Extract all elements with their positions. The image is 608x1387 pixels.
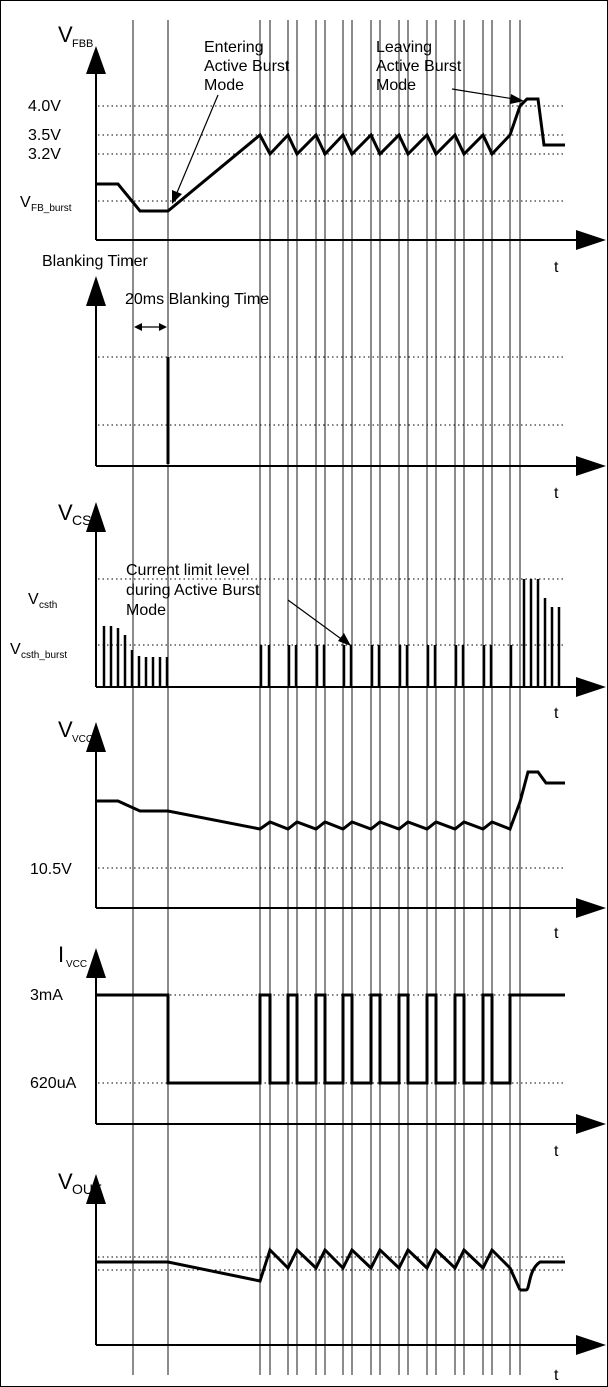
vcs-t-label: t [554, 705, 559, 722]
vfbb-x-arrow [576, 230, 606, 250]
vfbb-y-arrow [86, 46, 106, 74]
vout-axis-label: V [58, 1169, 73, 1194]
ivcc-level-620ua: 620uA [30, 1075, 77, 1092]
ivcc-t-label: t [554, 1143, 559, 1160]
vvcc-x-arrow [576, 898, 606, 918]
vfbb-t-label: t [554, 259, 559, 276]
vcsth-burst-sub: csth_burst [21, 650, 67, 661]
vcs-x-arrow [576, 677, 606, 697]
vvcc-axis-label: V [58, 717, 73, 742]
vcsth-sub: csth [39, 600, 57, 611]
vfb-burst-label: V [20, 194, 31, 211]
ivcc-axis-sub: VCC [66, 959, 87, 970]
blanking-axis-label: Blanking Timer [42, 253, 148, 270]
vfbb-level-3-5v: 3.5V [28, 127, 61, 144]
vcs-annotation-3: Mode [126, 602, 166, 619]
ivcc-axis-label: I [58, 942, 64, 967]
blanking-time-label: 20ms Blanking Time [125, 291, 269, 308]
vout-waveform [96, 1247, 522, 1291]
leaving-line-2: Active Burst [376, 58, 462, 75]
ivcc-y-arrow [86, 948, 106, 978]
vfbb-level-4v: 4.0V [28, 98, 61, 115]
leaving-line-1: Leaving [376, 39, 432, 56]
vcs-annotation-pointer-head [338, 633, 351, 646]
vvcc-y-arrow [86, 722, 106, 752]
leaving-line-3: Mode [376, 77, 416, 94]
leaving-pointer-head [510, 94, 524, 104]
entering-pointer [175, 94, 219, 196]
ivcc-waveform [96, 993, 565, 1085]
blanking-x-arrow [576, 456, 606, 476]
vcs-y-arrow [86, 502, 106, 532]
panel-vvcc: V VCC t 10.5V [30, 717, 606, 942]
vcs-annotation-1: Current limit level [126, 562, 250, 579]
panel-vfbb: V FBB t 4.0V 3.5V 3.2V V FB_burst Enteri… [20, 22, 606, 276]
vvcc-waveform [96, 770, 565, 831]
vcs-annotation-pointer [287, 599, 345, 642]
entering-line-1: Entering [204, 39, 264, 56]
blanking-span-left [134, 323, 142, 331]
vvcc-level-10-5v: 10.5V [30, 861, 72, 878]
entering-line-3: Mode [204, 77, 244, 94]
vfb-burst-sub: FB_burst [31, 203, 72, 214]
entering-pointer-head [172, 190, 182, 204]
ivcc-x-arrow [576, 1114, 606, 1134]
vout-x-arrow [576, 1335, 606, 1355]
vout-y-arrow [86, 1174, 106, 1204]
vfbb-waveform [96, 97, 565, 213]
vvcc-axis-sub: VCC [72, 734, 93, 745]
timing-reference-lines [132, 20, 521, 1375]
vcs-axis-label: V [58, 500, 73, 525]
blanking-t-label: t [554, 485, 559, 502]
vout-t-label: t [554, 1367, 559, 1384]
entering-line-2: Active Burst [204, 58, 290, 75]
vcsth-burst-label: V [10, 641, 21, 658]
vcs-axis-sub: CS [72, 512, 91, 528]
vcsth-label: V [28, 591, 39, 608]
panel-blanking-timer: Blanking Timer t 20ms Blanking Time [42, 253, 606, 502]
vfbb-level-3-2v: 3.2V [28, 146, 61, 163]
vcs-annotation-2: during Active Burst [126, 582, 260, 599]
leaving-pointer [451, 88, 515, 100]
panel-ivcc: I VCC t 3mA 620uA [30, 942, 606, 1160]
vfbb-axis-label: V [58, 22, 73, 47]
vvcc-t-label: t [554, 925, 559, 942]
panel-vcs: V CS t V csth V csth_burst Current limit… [10, 500, 606, 722]
vout-recovery [520, 1260, 565, 1292]
panel-vout: V OUT t [58, 1169, 606, 1384]
vfbb-axis-sub: FBB [72, 38, 93, 50]
blanking-y-arrow [86, 276, 106, 306]
ivcc-level-3ma: 3mA [30, 987, 63, 1004]
blanking-span-right [159, 323, 167, 331]
